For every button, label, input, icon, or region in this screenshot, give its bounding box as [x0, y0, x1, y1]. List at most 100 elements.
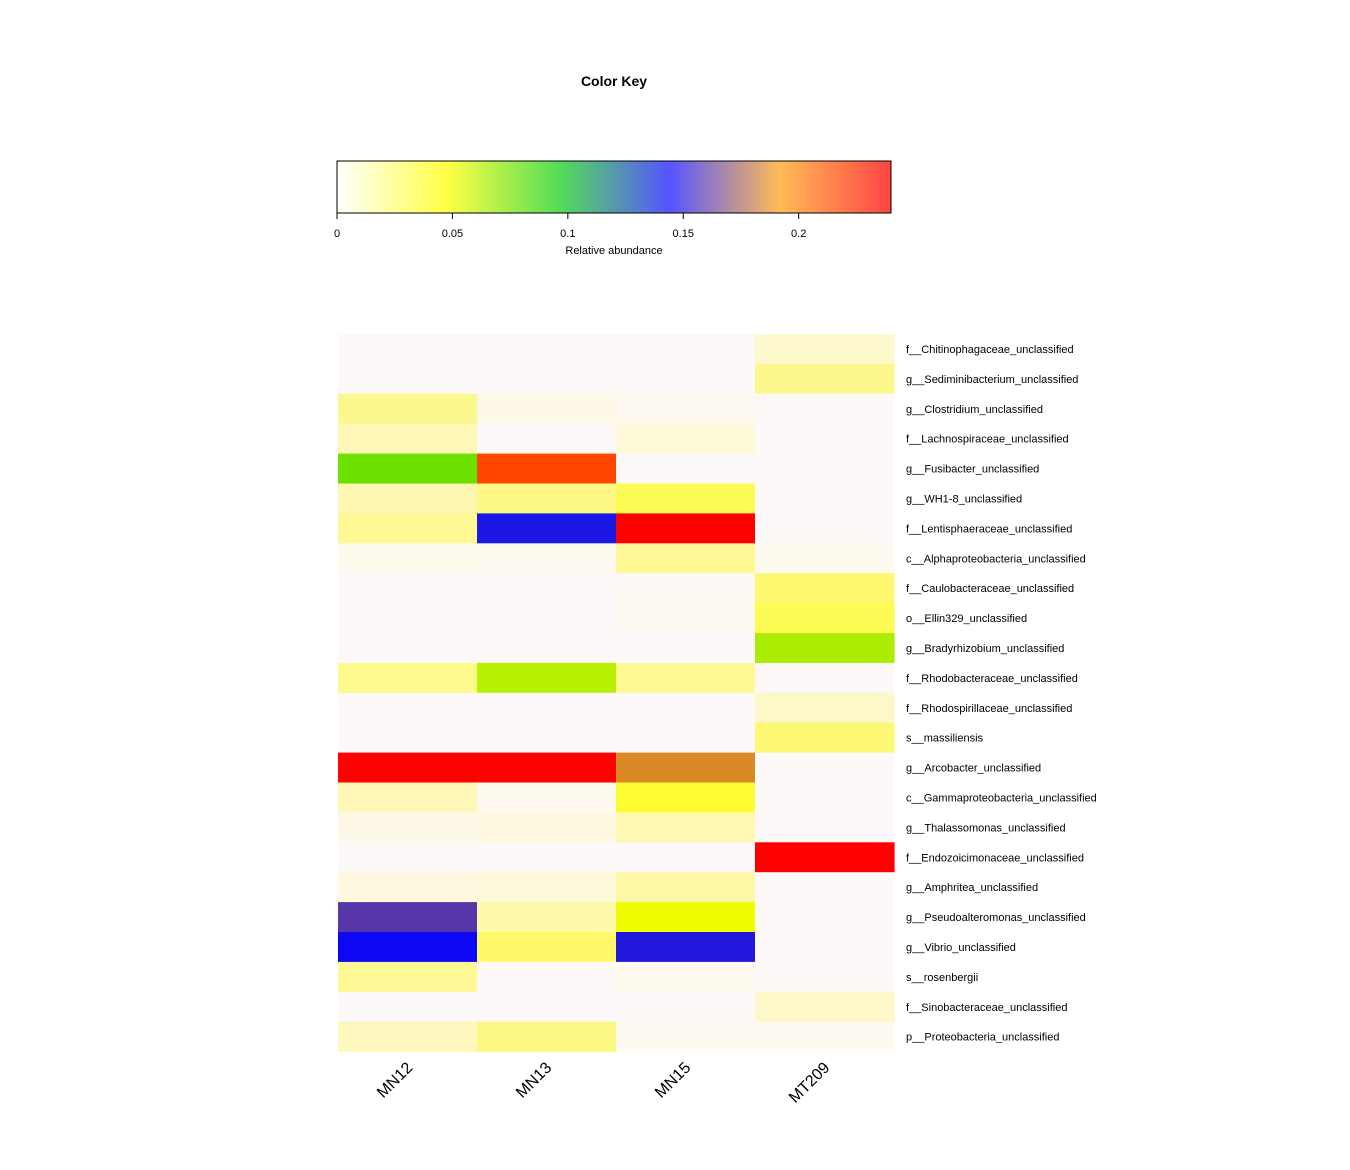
row-label: c__Gammaproteobacteria_unclassified	[906, 793, 1097, 805]
row-label: f__Rhodobacteraceae_unclassified	[906, 673, 1078, 685]
heatmap-cell	[616, 932, 756, 963]
heatmap-cell	[477, 991, 617, 1023]
column-label: MN15	[652, 1059, 694, 1101]
color-key-tick-label: 0.1	[560, 228, 575, 240]
heatmap-cell	[477, 782, 617, 813]
heatmap-cells	[338, 334, 895, 1053]
heatmap-cell	[477, 902, 617, 933]
heatmap-cell	[755, 334, 895, 365]
row-label: g__Arcobacter_unclassified	[906, 763, 1041, 775]
row-label: g__Clostridium_unclassified	[906, 404, 1043, 416]
heatmap-cell	[338, 573, 478, 604]
heatmap-cell	[338, 453, 478, 485]
heatmap-cell	[755, 513, 895, 544]
heatmap-cell	[616, 393, 756, 425]
heatmap-cell	[338, 812, 478, 843]
heatmap-cell	[616, 1021, 756, 1053]
heatmap-cell	[338, 633, 478, 664]
color-key: Color Key 0 0.05 0.1 0.15 0.2 Relative abund…	[334, 73, 892, 257]
color-key-gradient-bar	[336, 160, 892, 214]
row-label: o__Ellin329_unclassified	[906, 613, 1027, 625]
heatmap-cell	[755, 722, 895, 754]
row-label: f__Sinobacteraceae_unclassified	[906, 1002, 1067, 1014]
heatmap-cell	[338, 1021, 478, 1053]
heatmap-cell	[477, 842, 617, 873]
heatmap-cell	[616, 692, 756, 724]
heatmap-cell	[755, 932, 895, 963]
heatmap-cell	[477, 872, 617, 903]
row-label: s__rosenbergii	[906, 972, 978, 984]
heatmap-cell	[477, 662, 617, 694]
row-label: f__Caulobacteraceae_unclassified	[906, 583, 1074, 595]
heatmap-cell	[477, 603, 617, 634]
heatmap-cell	[616, 363, 756, 395]
heatmap-cell	[616, 513, 756, 544]
heatmap-cell	[616, 842, 756, 873]
row-label: g__Vibrio_unclassified	[906, 942, 1016, 954]
heatmap-cell	[755, 782, 895, 813]
row-label: g__Pseudoalteromonas_unclassified	[906, 912, 1086, 924]
heatmap-cell	[755, 573, 895, 604]
heatmap-cell	[616, 961, 756, 993]
heatmap-cell	[338, 662, 478, 694]
heatmap-cell	[616, 722, 756, 754]
heatmap-cell	[477, 483, 617, 514]
heatmap-cell	[338, 932, 478, 963]
row-label: f__Chitinophagaceae_unclassified	[906, 344, 1074, 356]
heatmap-cell	[616, 543, 756, 574]
heatmap-cell	[477, 722, 617, 754]
heatmap-cell	[338, 991, 478, 1023]
heatmap-cell	[755, 363, 895, 395]
heatmap-cell	[755, 393, 895, 425]
heatmap-cell	[477, 633, 617, 664]
heatmap-cell	[477, 363, 617, 395]
heatmap-cell	[755, 692, 895, 724]
heatmap-cell	[477, 513, 617, 544]
color-key-ticks: 0 0.05 0.1 0.15 0.2	[334, 213, 806, 240]
color-key-tick-label: 0.15	[673, 228, 694, 240]
heatmap-cell	[755, 902, 895, 933]
color-key-title: Color Key	[581, 73, 647, 89]
heatmap-cell	[477, 692, 617, 724]
heatmap-column-labels: MN12 MN13 MN15 MT209	[374, 1059, 833, 1106]
heatmap-cell	[616, 483, 756, 514]
heatmap-cell	[338, 603, 478, 634]
heatmap-cell	[755, 423, 895, 455]
heatmap-cell	[616, 782, 756, 813]
column-label: MT209	[786, 1059, 833, 1106]
heatmap-cell	[755, 842, 895, 873]
heatmap-cell	[477, 334, 617, 365]
heatmap-cell	[338, 483, 478, 514]
heatmap-cell	[616, 334, 756, 365]
heatmap-cell	[755, 453, 895, 485]
row-label: g__Bradyrhizobium_unclassified	[906, 643, 1064, 655]
row-label: s__massiliensis	[906, 733, 984, 745]
row-label: p__Proteobacteria_unclassified	[906, 1032, 1060, 1044]
row-label: g__Thalassomonas_unclassified	[906, 822, 1066, 834]
heatmap-cell	[616, 812, 756, 843]
heatmap-cell	[338, 872, 478, 903]
heatmap-cell	[616, 902, 756, 933]
row-label: g__Fusibacter_unclassified	[906, 464, 1039, 476]
heatmap-cell	[338, 902, 478, 933]
row-label: g__WH1-8_unclassified	[906, 493, 1022, 505]
heatmap-cell	[755, 662, 895, 694]
heatmap-cell	[338, 692, 478, 724]
row-label: f__Lentisphaeraceae_unclassified	[906, 523, 1072, 535]
row-label: g__Amphritea_unclassified	[906, 882, 1038, 894]
color-key-tick-label: 0	[334, 228, 340, 240]
heatmap-cell	[755, 872, 895, 903]
heatmap-cell	[755, 543, 895, 574]
heatmap-cell	[477, 752, 617, 784]
heatmap-cell	[616, 662, 756, 694]
heatmap-cell	[477, 961, 617, 993]
heatmap-cell	[616, 603, 756, 634]
heatmap-cell	[338, 961, 478, 993]
heatmap-cell	[755, 991, 895, 1023]
row-label: f__Endozoicimonaceae_unclassified	[906, 852, 1084, 864]
column-label: MN13	[513, 1059, 555, 1101]
heatmap-cell	[477, 1021, 617, 1053]
color-key-axis-label: Relative abundance	[565, 245, 662, 257]
color-key-tick-label: 0.2	[791, 228, 806, 240]
